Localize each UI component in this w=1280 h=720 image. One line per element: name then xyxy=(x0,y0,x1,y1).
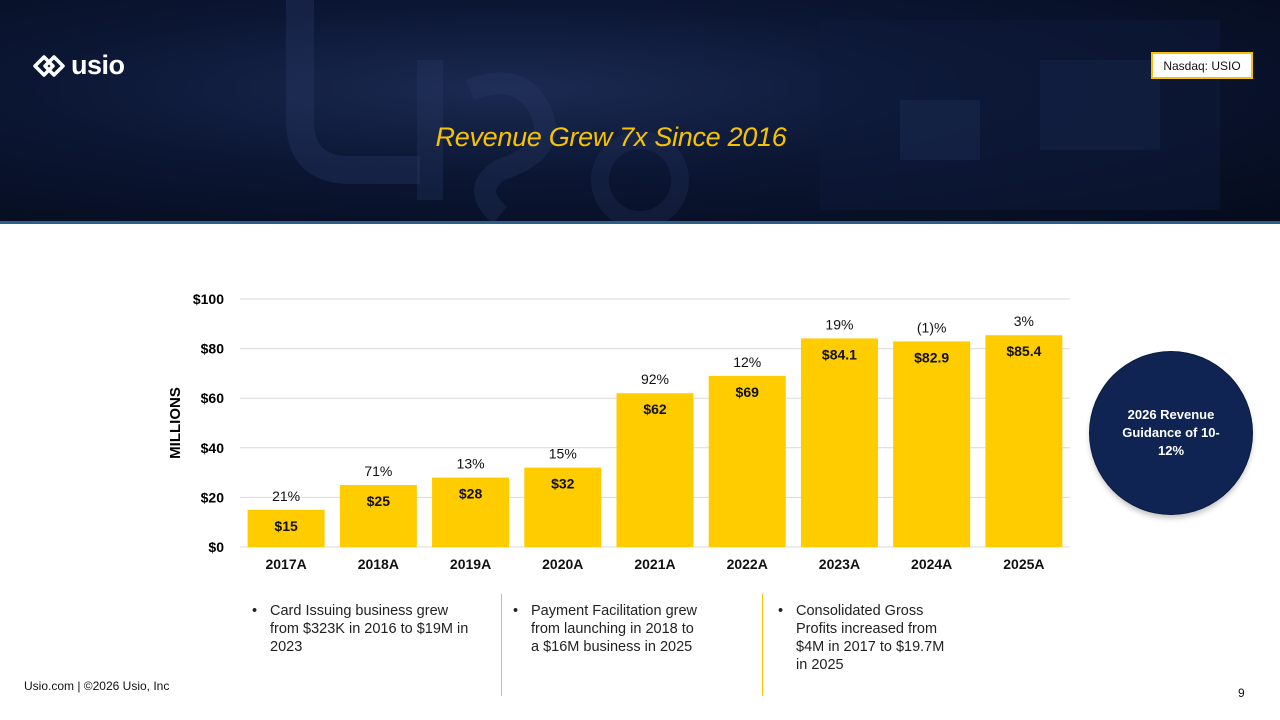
bullet-line: Card Issuing business grew xyxy=(270,603,449,619)
x-tick-label: 2024A xyxy=(911,556,952,572)
bar-2018A xyxy=(339,485,417,547)
bullet-payment-facilitation: • Payment Facilitation grew from launchi… xyxy=(513,602,751,656)
page-number: 9 xyxy=(1238,686,1245,700)
x-tick-label: 2018A xyxy=(358,556,399,572)
bar-2022A xyxy=(708,375,786,547)
bullet-divider xyxy=(501,594,502,696)
growth-label: 71% xyxy=(364,463,392,479)
bar-2021A xyxy=(616,393,694,547)
revenue-guidance-circle: 2026 Revenue Guidance of 10-12% xyxy=(1090,352,1252,514)
bullet-dot: • xyxy=(252,603,258,619)
growth-label: 3% xyxy=(1014,313,1034,329)
bullet-line: $4M in 2017 to $19.7M xyxy=(796,639,945,655)
revenue-bar-chart: $0 $20 $40 $60 $80 $100 MILLIONS $15 21% $25 71%… xyxy=(167,291,1070,572)
bar-value-label: $32 xyxy=(551,476,575,492)
bar-value-label: $62 xyxy=(643,401,667,417)
bullet-card-issuing: • Card Issuing business grew from $323K … xyxy=(252,602,500,656)
bullet-line: a $16M business in 2025 xyxy=(531,639,693,655)
guidance-text: 2026 Revenue Guidance of 10-12% xyxy=(1122,407,1220,458)
y-tick-label: $100 xyxy=(193,291,224,307)
bar-2025A xyxy=(985,335,1063,547)
bullet-line: from launching in 2018 to xyxy=(531,621,694,637)
bullet-line: in 2025 xyxy=(796,657,844,673)
growth-label: 15% xyxy=(549,446,577,462)
x-tick-label: 2025A xyxy=(1003,556,1044,572)
growth-label: 19% xyxy=(825,316,853,332)
bar-2020A xyxy=(524,467,602,547)
bullet-line: Profits increased from xyxy=(796,621,938,637)
bar-value-label: $82.9 xyxy=(914,349,949,365)
bullet-line: from $323K in 2016 to $19M in xyxy=(270,621,469,637)
bullet-line: Consolidated Gross xyxy=(796,603,924,619)
x-tick-label: 2019A xyxy=(450,556,491,572)
y-axis-label: MILLIONS xyxy=(167,387,184,459)
logo-text: usio xyxy=(71,50,125,80)
bullet-dot: • xyxy=(778,603,784,619)
growth-label: 21% xyxy=(272,488,300,504)
bullet-line: Payment Facilitation grew xyxy=(531,603,698,619)
usio-logo-icon xyxy=(33,54,65,77)
bullet-gross-profits: • Consolidated Gross Profits increased f… xyxy=(778,602,996,674)
bullet-line: 2023 xyxy=(270,639,303,655)
bar-value-label: $84.1 xyxy=(822,346,857,362)
nasdaq-ticker-badge: Nasdaq: USIO xyxy=(1151,52,1253,79)
footer-copyright: Usio.com | ©2026 Usio, Inc xyxy=(24,679,170,693)
usio-logo: usio xyxy=(33,50,125,81)
x-tick-label: 2023A xyxy=(819,556,860,572)
growth-label: 13% xyxy=(457,456,485,472)
bar-2024A xyxy=(893,341,971,547)
header-banner: usio Nasdaq: USIO Revenue Grew 7x Since … xyxy=(0,0,1280,223)
bullet-dot: • xyxy=(513,603,519,619)
y-tick-label: $40 xyxy=(201,440,225,456)
slide-title: Revenue Grew 7x Since 2016 xyxy=(435,122,787,152)
banner-background-graphic xyxy=(286,0,1220,223)
bar-value-label: $25 xyxy=(367,493,391,509)
x-tick-label: 2017A xyxy=(265,556,306,572)
growth-label: (1)% xyxy=(917,319,947,335)
bar-value-label: $15 xyxy=(274,518,298,534)
x-tick-label: 2021A xyxy=(634,556,675,572)
bar-value-label: $69 xyxy=(736,384,760,400)
bar-2019A xyxy=(432,477,510,547)
x-tick-label: 2020A xyxy=(542,556,583,572)
bar-2023A xyxy=(800,338,878,547)
bar-2017A xyxy=(247,509,325,547)
y-tick-label: $60 xyxy=(201,390,225,406)
y-tick-label: $20 xyxy=(201,489,225,505)
banner-divider xyxy=(0,221,1280,224)
bullet-divider xyxy=(762,594,763,696)
growth-label: 12% xyxy=(733,354,761,370)
growth-label: 92% xyxy=(641,371,669,387)
y-tick-label: $80 xyxy=(201,341,225,357)
bar-value-label: $85.4 xyxy=(1006,343,1041,359)
x-tick-label: 2022A xyxy=(727,556,768,572)
y-tick-label: $0 xyxy=(208,539,224,555)
bar-value-label: $28 xyxy=(459,486,483,502)
